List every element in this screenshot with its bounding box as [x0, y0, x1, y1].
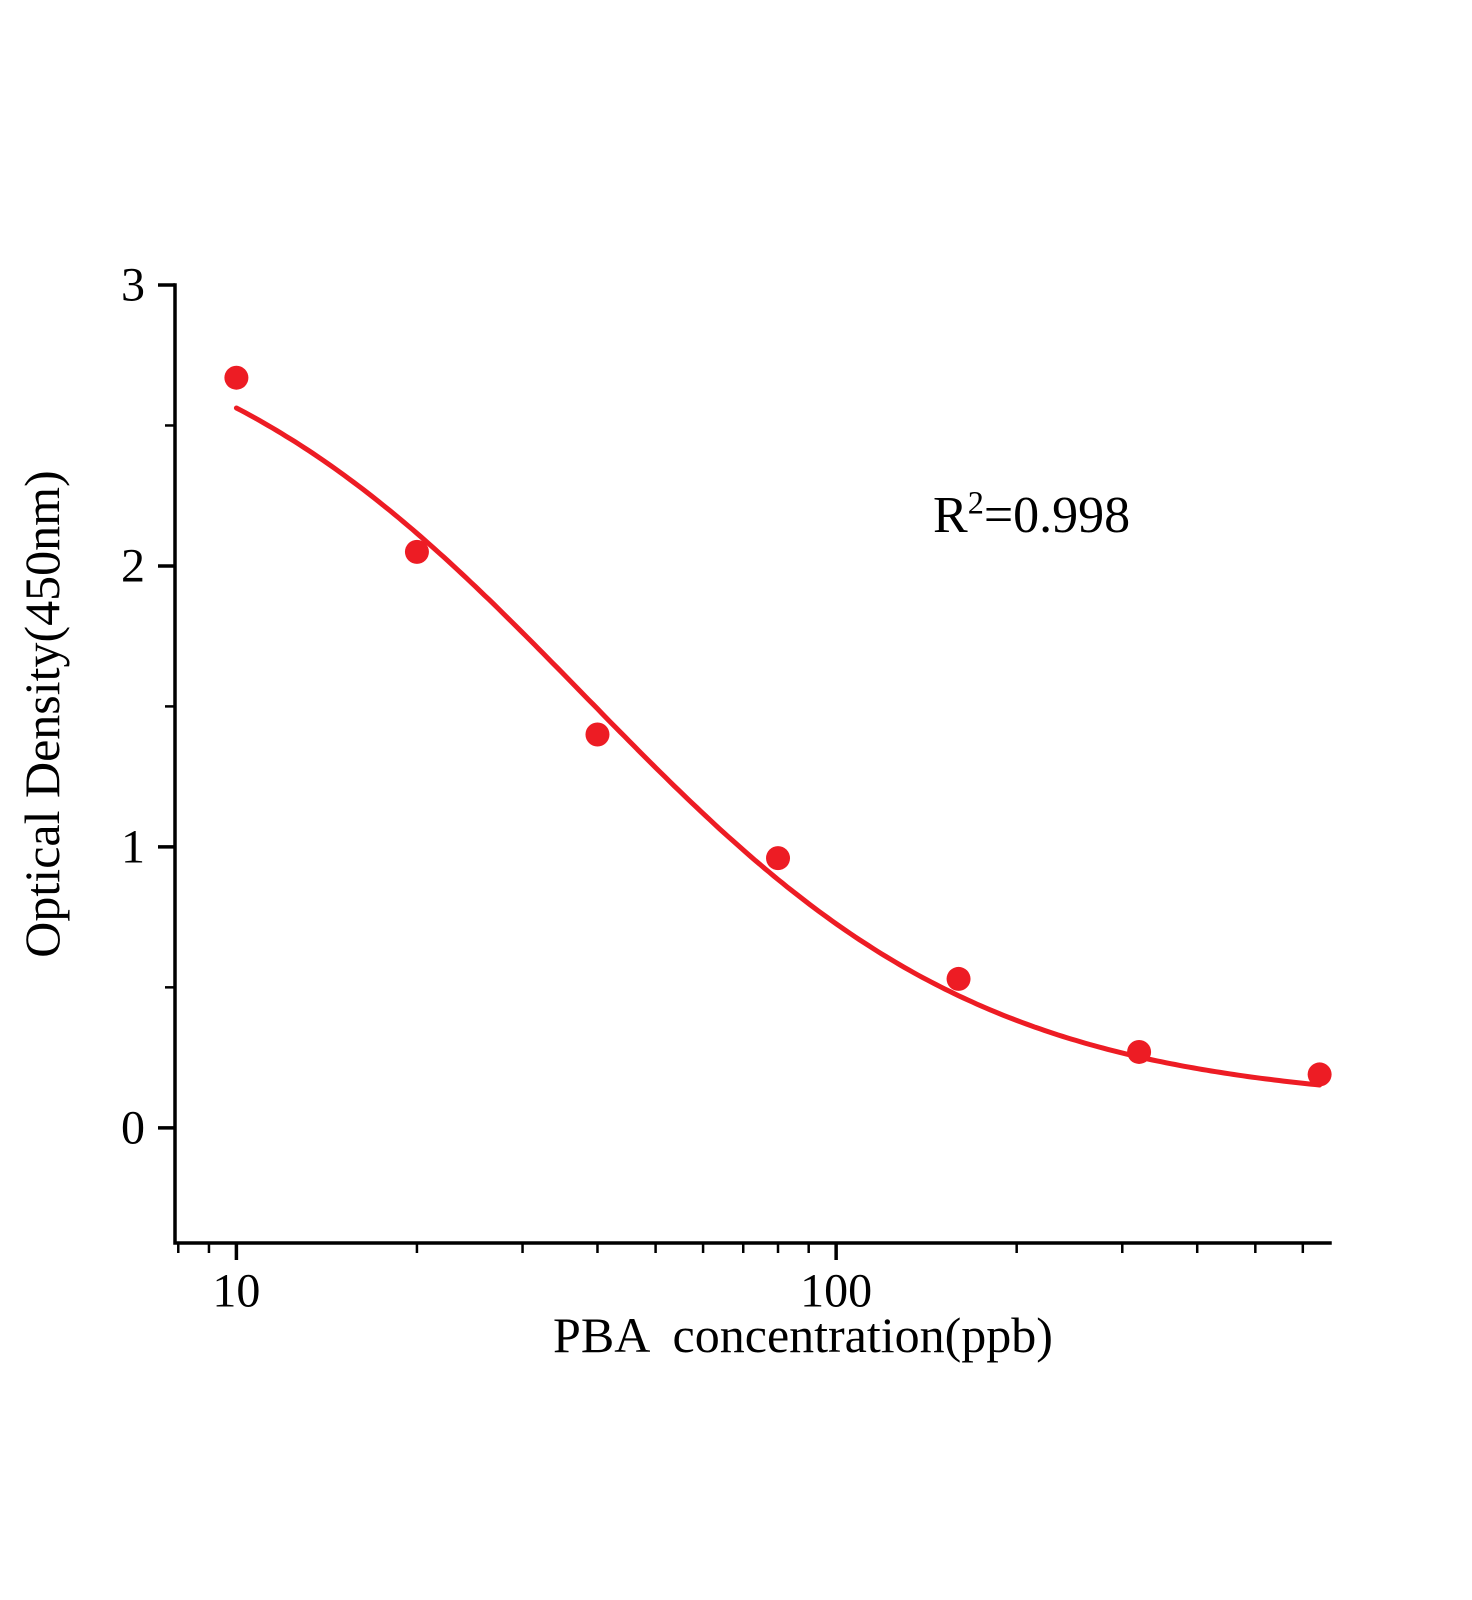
- x-tick-label: 10: [212, 1265, 260, 1318]
- x-tick-label: 100: [800, 1265, 872, 1318]
- y-tick-label: 0: [121, 1101, 145, 1154]
- data-point: [585, 722, 610, 747]
- data-point: [1127, 1039, 1152, 1064]
- r-squared-base: R: [933, 487, 968, 544]
- x-axis-label: PBA concentration(ppb): [553, 1307, 1053, 1363]
- y-tick-label: 2: [121, 539, 145, 592]
- y-axis-label: Optical Density(450nm): [14, 470, 70, 958]
- r-squared-annotation: R2=0.998: [933, 486, 1130, 545]
- data-point: [766, 846, 791, 871]
- data-point: [1307, 1062, 1332, 1087]
- data-point: [946, 966, 971, 991]
- data-point: [404, 539, 429, 564]
- axes: [173, 283, 1332, 1245]
- y-tick-label: 3: [121, 259, 145, 312]
- data-point: [224, 365, 249, 390]
- r-squared-exponent: 2: [967, 484, 984, 521]
- fit-curve: [233, 405, 1323, 1088]
- r-squared-value: =0.998: [983, 487, 1131, 544]
- y-tick-label: 1: [121, 820, 145, 873]
